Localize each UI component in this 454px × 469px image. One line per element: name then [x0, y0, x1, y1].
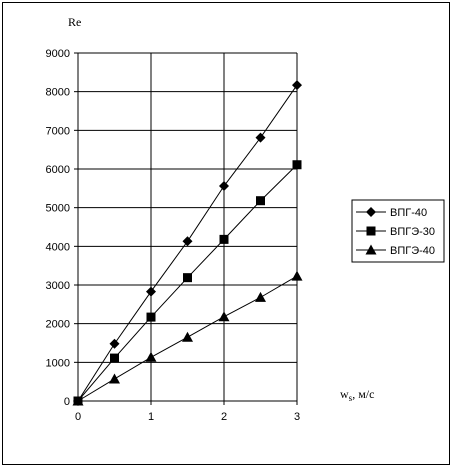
data-point: [109, 338, 120, 349]
data-point: [218, 311, 230, 322]
y-tick-label: 3000: [46, 280, 70, 292]
x-tick-label: 0: [75, 411, 81, 423]
x-tick-label: 1: [148, 411, 154, 423]
data-point: [182, 331, 193, 342]
series-3: [72, 270, 303, 406]
y-tick-label: 7000: [46, 125, 70, 137]
x-axis-label-sub: s: [349, 393, 353, 403]
data-point: [292, 160, 302, 170]
data-point: [145, 351, 157, 362]
x-axis-label-main: w: [340, 387, 349, 401]
legend: ВПГ-40 ВПГЭ-30 ВПГЭ-40: [351, 199, 445, 263]
data-point: [72, 395, 84, 406]
data-point: [182, 236, 193, 247]
grid: [77, 52, 298, 402]
legend-marker: [366, 207, 376, 217]
series-group: [72, 80, 303, 406]
y-tick-label: 1000: [46, 357, 70, 369]
x-tick-label: 3: [294, 411, 300, 423]
legend-marker: [365, 244, 377, 255]
y-tick-label: 6000: [46, 164, 70, 176]
legend-marker: [366, 226, 376, 236]
data-point: [146, 286, 156, 297]
data-point: [291, 270, 303, 281]
legend-label: ВПГ-40: [390, 207, 427, 219]
data-point: [109, 373, 120, 384]
y-tick-labels: 0 1000 2000 3000 4000 5000 6000 7000 8000 9000: [46, 48, 70, 408]
data-point: [219, 181, 229, 192]
data-point: [110, 353, 119, 363]
chart-frame: [2, 2, 450, 465]
y-tick-label: 8000: [46, 87, 70, 99]
legend-label: ВПГЭ-40: [390, 245, 435, 257]
axes: [74, 52, 298, 405]
y-axis-label: Re: [68, 15, 81, 29]
y-tick-label: 0: [64, 396, 70, 408]
data-point: [255, 291, 266, 302]
y-tick-label: 9000: [46, 48, 70, 60]
data-point: [292, 80, 302, 91]
x-axis-label-unit: , м/с: [352, 387, 374, 401]
data-point: [146, 312, 156, 322]
series-2: [73, 160, 302, 406]
series-1: [73, 80, 302, 406]
x-tick-label: 2: [221, 411, 227, 423]
legend-item: ВПГ-40: [356, 207, 427, 219]
data-point: [183, 273, 192, 283]
legend-item: ВПГЭ-40: [356, 244, 435, 257]
y-tick-label: 4000: [46, 241, 70, 253]
y-tick-label: 2000: [46, 319, 70, 331]
y-tick-label: 5000: [46, 203, 70, 215]
legend-item: ВПГЭ-30: [356, 226, 435, 238]
data-point: [255, 132, 266, 143]
x-axis-label: ws, м/с: [340, 387, 374, 403]
data-point: [219, 234, 229, 244]
x-tick-labels: 0 1 2 3: [75, 411, 300, 423]
legend-label: ВПГЭ-30: [390, 226, 435, 238]
data-point: [256, 196, 265, 206]
